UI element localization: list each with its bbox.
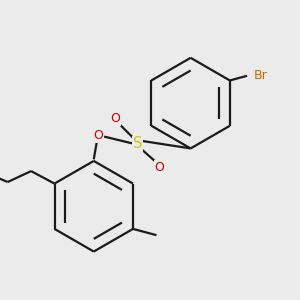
Text: Br: Br xyxy=(254,69,268,82)
Text: O: O xyxy=(154,161,164,174)
Text: O: O xyxy=(111,112,121,125)
Text: S: S xyxy=(133,136,142,151)
Text: O: O xyxy=(94,129,103,142)
